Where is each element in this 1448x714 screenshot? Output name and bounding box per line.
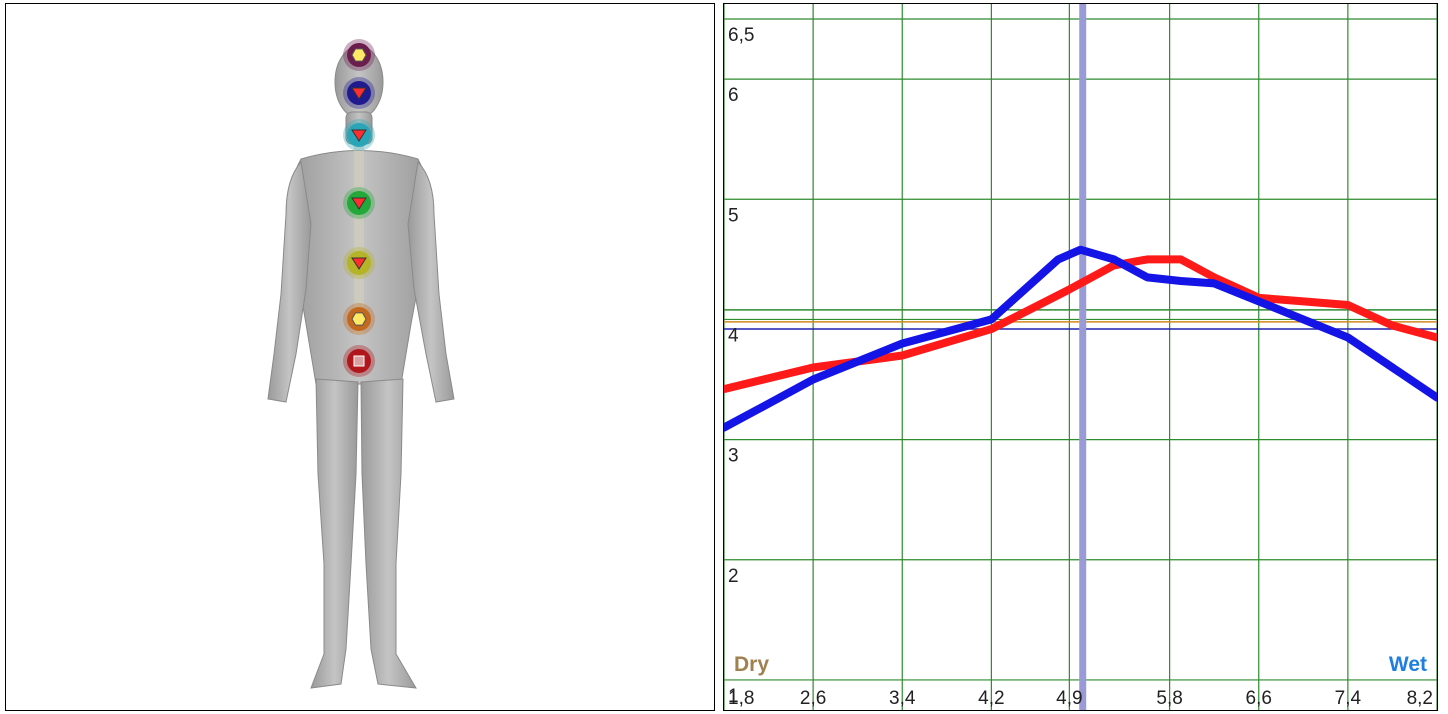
dry-wet-chart: 1 2 3 4 5 6 6,5 1,8 2,6 3,4 4,2 4,9 5,8 6,6 7,4 8,2 Dry… xyxy=(724,4,1437,710)
y-tick-label: 6,5 xyxy=(728,25,754,46)
y-tick-label: 6 xyxy=(728,85,739,106)
square-icon xyxy=(353,355,365,367)
tick-labels: 1 2 3 4 5 6 6,5 1,8 2,6 3,4 4,2 4,9 5,8 6,6 7,4 8,2 xyxy=(728,25,1433,709)
x-tick-label: 6,6 xyxy=(1246,688,1272,709)
chakra-heart[interactable] xyxy=(343,187,375,219)
y-tick-label: 2 xyxy=(728,566,739,587)
triangle-down-icon xyxy=(351,197,367,210)
x-tick-label: 8,2 xyxy=(1407,688,1433,709)
chakra-third-eye[interactable] xyxy=(343,77,375,109)
human-figure xyxy=(267,39,455,689)
body-view-panel xyxy=(5,3,715,711)
dry-wet-chart-panel: 1 2 3 4 5 6 6,5 1,8 2,6 3,4 4,2 4,9 5,8 6,6 7,4 8,2 Dry… xyxy=(723,3,1438,711)
chart-series xyxy=(724,245,1437,432)
hexagon-icon xyxy=(351,312,367,326)
hexagon-icon xyxy=(351,48,367,62)
x-tick-label: 3,4 xyxy=(889,688,916,709)
triangle-down-icon xyxy=(351,129,367,142)
y-tick-label: 1 xyxy=(728,686,739,707)
x-tick-label: 4,9 xyxy=(1056,688,1082,709)
x-tick-label: 1,8 xyxy=(728,688,754,709)
dry-label: Dry xyxy=(734,653,769,676)
triangle-down-icon xyxy=(351,257,367,270)
series-line-2 xyxy=(724,245,1437,432)
x-tick-label: 2,6 xyxy=(800,688,826,709)
x-tick-label: 5,8 xyxy=(1156,688,1182,709)
chakra-throat[interactable] xyxy=(343,119,375,151)
y-tick-label: 3 xyxy=(728,446,739,467)
y-tick-label: 4 xyxy=(728,325,739,346)
chakra-markers xyxy=(343,39,375,377)
y-tick-label: 5 xyxy=(728,205,739,226)
x-tick-label: 7,4 xyxy=(1335,688,1362,709)
chakra-solar-plexus[interactable] xyxy=(343,247,375,279)
reference-lines xyxy=(724,4,1437,710)
chakra-crown[interactable] xyxy=(343,39,375,71)
triangle-down-icon xyxy=(351,87,367,100)
chakra-sacral[interactable] xyxy=(343,303,375,335)
wet-label: Wet xyxy=(1389,653,1427,676)
x-tick-label: 4,2 xyxy=(978,688,1004,709)
chakra-root[interactable] xyxy=(343,345,375,377)
